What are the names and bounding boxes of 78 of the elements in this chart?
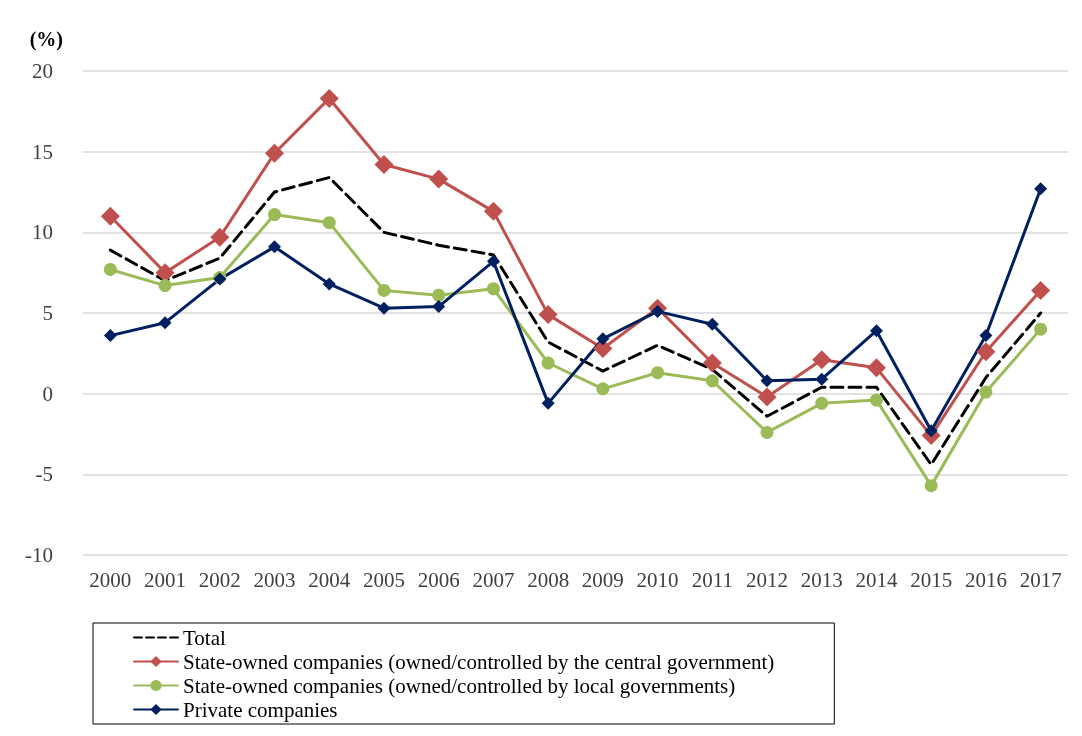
point — [815, 396, 829, 410]
point — [100, 206, 120, 226]
x-tick-label: 2010 — [636, 567, 679, 592]
point — [155, 263, 175, 283]
point — [760, 425, 774, 439]
point — [268, 208, 282, 222]
x-tick-label: 2000 — [89, 567, 132, 592]
point — [924, 424, 938, 438]
point — [596, 382, 610, 396]
x-tick-label: 2015 — [910, 567, 953, 592]
x-tick-label: 2003 — [253, 567, 296, 592]
point — [486, 254, 500, 268]
point — [319, 88, 339, 108]
legend-label: Total — [183, 625, 227, 650]
x-tick-label: 2002 — [198, 567, 241, 592]
point — [322, 277, 336, 291]
x-tick-label: 2007 — [472, 567, 515, 592]
legend-label: Private companies — [183, 697, 338, 722]
x-tick-label: 2014 — [855, 567, 898, 592]
x-tick-label: 2004 — [308, 567, 351, 592]
point — [432, 288, 446, 302]
y-tick-label: 10 — [32, 220, 53, 245]
x-tick-label: 2012 — [746, 567, 789, 592]
point — [924, 479, 938, 493]
point — [651, 366, 665, 380]
x-tick-label: 2013 — [800, 567, 843, 592]
x-tick-label: 2001 — [144, 567, 187, 592]
point — [538, 305, 558, 325]
point — [760, 374, 774, 388]
x-tick-label: 2005 — [362, 567, 405, 592]
point — [869, 324, 883, 338]
point — [374, 155, 394, 175]
point — [486, 282, 500, 296]
y-axis-title: (%) — [29, 28, 63, 51]
y-tick-label: 20 — [32, 59, 53, 83]
point — [866, 358, 886, 378]
point — [158, 279, 172, 293]
point — [1034, 182, 1048, 196]
point — [705, 317, 719, 331]
point — [1034, 322, 1048, 336]
point — [103, 329, 117, 343]
point — [541, 356, 555, 370]
point — [268, 240, 282, 254]
x-tick-label: 2011 — [691, 567, 733, 592]
point — [979, 329, 993, 343]
point — [210, 227, 230, 247]
point — [541, 396, 555, 410]
x-tick-label: 2017 — [1019, 567, 1062, 592]
point — [429, 169, 449, 189]
point — [812, 350, 832, 370]
point — [705, 374, 719, 388]
point — [322, 216, 336, 230]
point — [377, 283, 391, 297]
point — [869, 393, 883, 407]
x-tick-label: 2016 — [964, 567, 1007, 592]
point — [377, 301, 391, 315]
point — [979, 385, 993, 399]
legend-label: State-owned companies (owned/controlled by local governments) — [183, 673, 736, 698]
point — [103, 262, 117, 276]
point — [158, 316, 172, 330]
legend-label: State-owned companies (owned/controlled by the central government) — [183, 649, 775, 674]
y-tick-label: -5 — [35, 462, 53, 487]
point — [757, 387, 777, 407]
y-tick-label: 0 — [42, 381, 53, 406]
point — [815, 372, 829, 386]
point — [432, 300, 446, 314]
point — [596, 332, 610, 346]
point — [265, 143, 285, 163]
y-tick-label: 5 — [42, 301, 53, 325]
point — [702, 353, 722, 373]
y-tick-label: -10 — [25, 543, 53, 567]
x-tick-label: 2009 — [581, 567, 624, 592]
x-tick-label: 2008 — [527, 567, 570, 592]
point — [1031, 280, 1051, 300]
point — [976, 342, 996, 362]
point — [483, 201, 503, 221]
y-tick-label: 15 — [32, 139, 53, 164]
x-tick-label: 2006 — [417, 567, 460, 592]
